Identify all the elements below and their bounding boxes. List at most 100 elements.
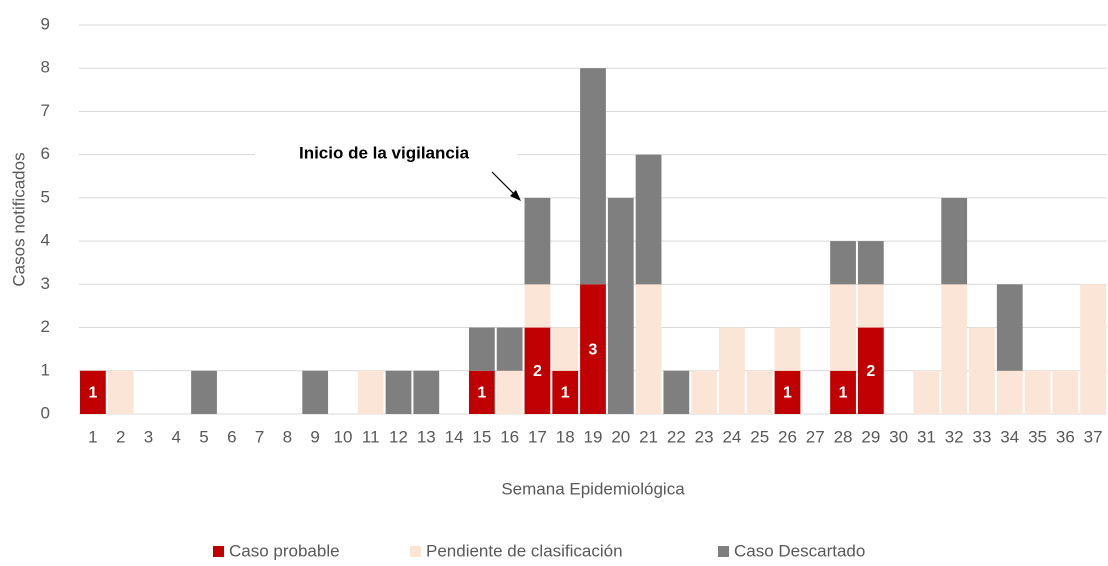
bar-segment (468, 370, 495, 414)
bar-segment (719, 327, 745, 414)
legend-label: Caso Descartado (734, 541, 865, 560)
value-label: 1 (839, 385, 848, 402)
bar-segment (580, 284, 606, 414)
x-tick-label: 25 (750, 427, 769, 446)
annotation-bg (255, 140, 517, 168)
value-label: 2 (866, 363, 875, 380)
x-tick-label: 16 (500, 427, 519, 446)
legend-label: Pendiente de clasificación (426, 541, 623, 560)
x-tick-label: 31 (917, 427, 936, 446)
bar-segment (191, 370, 217, 414)
x-tick-label: 24 (722, 427, 741, 446)
x-tick-label: 23 (695, 427, 714, 446)
bar-segment (941, 197, 968, 285)
bar-segment (857, 327, 884, 414)
x-tick-label: 33 (973, 427, 992, 446)
bar-segment (580, 68, 606, 285)
bar-segment (496, 370, 523, 414)
x-tick-label: 5 (199, 427, 208, 446)
bar-segment (691, 370, 718, 414)
annotation: Inicio de la vigilancia (299, 143, 470, 162)
x-tick-label: 2 (116, 427, 125, 446)
bar-segment (552, 327, 579, 371)
x-tick-label: 20 (611, 427, 630, 446)
y-axis-label: Casos notificados (9, 152, 28, 286)
x-tick-label: 18 (556, 427, 575, 446)
bar-segment (857, 241, 884, 285)
x-tick-label: 6 (227, 427, 236, 446)
y-tick-label: 9 (41, 14, 50, 33)
bar-segment (969, 327, 995, 414)
legend-swatch (718, 546, 729, 557)
y-tick-label: 8 (41, 58, 50, 77)
value-label: 1 (561, 385, 570, 402)
x-tick-label: 9 (310, 427, 319, 446)
x-tick-label: 3 (144, 427, 153, 446)
x-tick-label: 21 (639, 427, 658, 446)
bar-segment (774, 370, 801, 414)
bar-segment (357, 370, 384, 414)
bar-segment (385, 370, 412, 414)
bar-segment (1052, 370, 1079, 414)
x-tick-label: 36 (1056, 427, 1075, 446)
bar-segment (524, 197, 551, 285)
value-label: 2 (533, 363, 542, 380)
value-label: 3 (589, 341, 598, 358)
bar-segment (413, 370, 440, 414)
x-tick-label: 11 (362, 427, 380, 446)
x-tick-label: 26 (778, 427, 797, 446)
y-tick-label: 6 (41, 144, 50, 163)
x-tick-label: 8 (283, 427, 292, 446)
y-tick-label: 1 (41, 360, 50, 379)
bar-segment (857, 284, 884, 328)
value-label: 1 (477, 385, 486, 402)
bar-segment (830, 241, 856, 285)
legend-label: Caso probable (229, 541, 340, 560)
bar-segment (830, 284, 856, 371)
x-tick-label: 14 (445, 427, 464, 446)
bar-segment (1024, 370, 1051, 414)
x-tick-label: 1 (88, 427, 97, 446)
x-tick-label: 4 (172, 427, 181, 446)
value-label: 1 (88, 385, 97, 402)
x-tick-label: 37 (1084, 427, 1103, 446)
bar-segment (996, 370, 1023, 414)
x-tick-label: 22 (667, 427, 686, 446)
x-tick-label: 30 (889, 427, 908, 446)
bar-segment (635, 154, 662, 285)
y-tick-label: 0 (41, 403, 50, 422)
bar-segment (746, 370, 773, 414)
x-tick-label: 32 (945, 427, 964, 446)
y-tick-label: 5 (41, 187, 50, 206)
y-tick-label: 7 (41, 101, 50, 120)
y-tick-label: 2 (41, 317, 50, 336)
bar-segment (663, 370, 690, 414)
x-tick-label: 7 (255, 427, 264, 446)
bar-segment (635, 284, 662, 414)
bar-segment (302, 370, 329, 414)
x-tick-label: 17 (528, 427, 547, 446)
legend-swatch (410, 546, 421, 557)
bar-segment (830, 370, 856, 414)
x-tick-label: 19 (584, 427, 603, 446)
x-tick-label: 12 (389, 427, 408, 446)
x-tick-label: 27 (806, 427, 825, 446)
x-tick-label: 10 (333, 427, 352, 446)
bar-segment (107, 370, 134, 414)
bar-segment (552, 370, 579, 414)
value-label: 1 (783, 385, 792, 402)
bar-segment (941, 284, 968, 414)
bar-segment (80, 370, 106, 414)
bar-segment (607, 197, 634, 414)
y-tick-label: 4 (41, 231, 50, 250)
x-tick-label: 13 (417, 427, 436, 446)
bar-segment (496, 327, 523, 371)
bar-segment (774, 327, 801, 371)
x-tick-label: 29 (861, 427, 880, 446)
x-tick-label: 35 (1028, 427, 1047, 446)
x-tick-label: 15 (472, 427, 491, 446)
legend-swatch (213, 546, 224, 557)
bar-segment (524, 327, 551, 414)
arrow-head (510, 190, 521, 201)
y-tick-label: 3 (41, 274, 50, 293)
